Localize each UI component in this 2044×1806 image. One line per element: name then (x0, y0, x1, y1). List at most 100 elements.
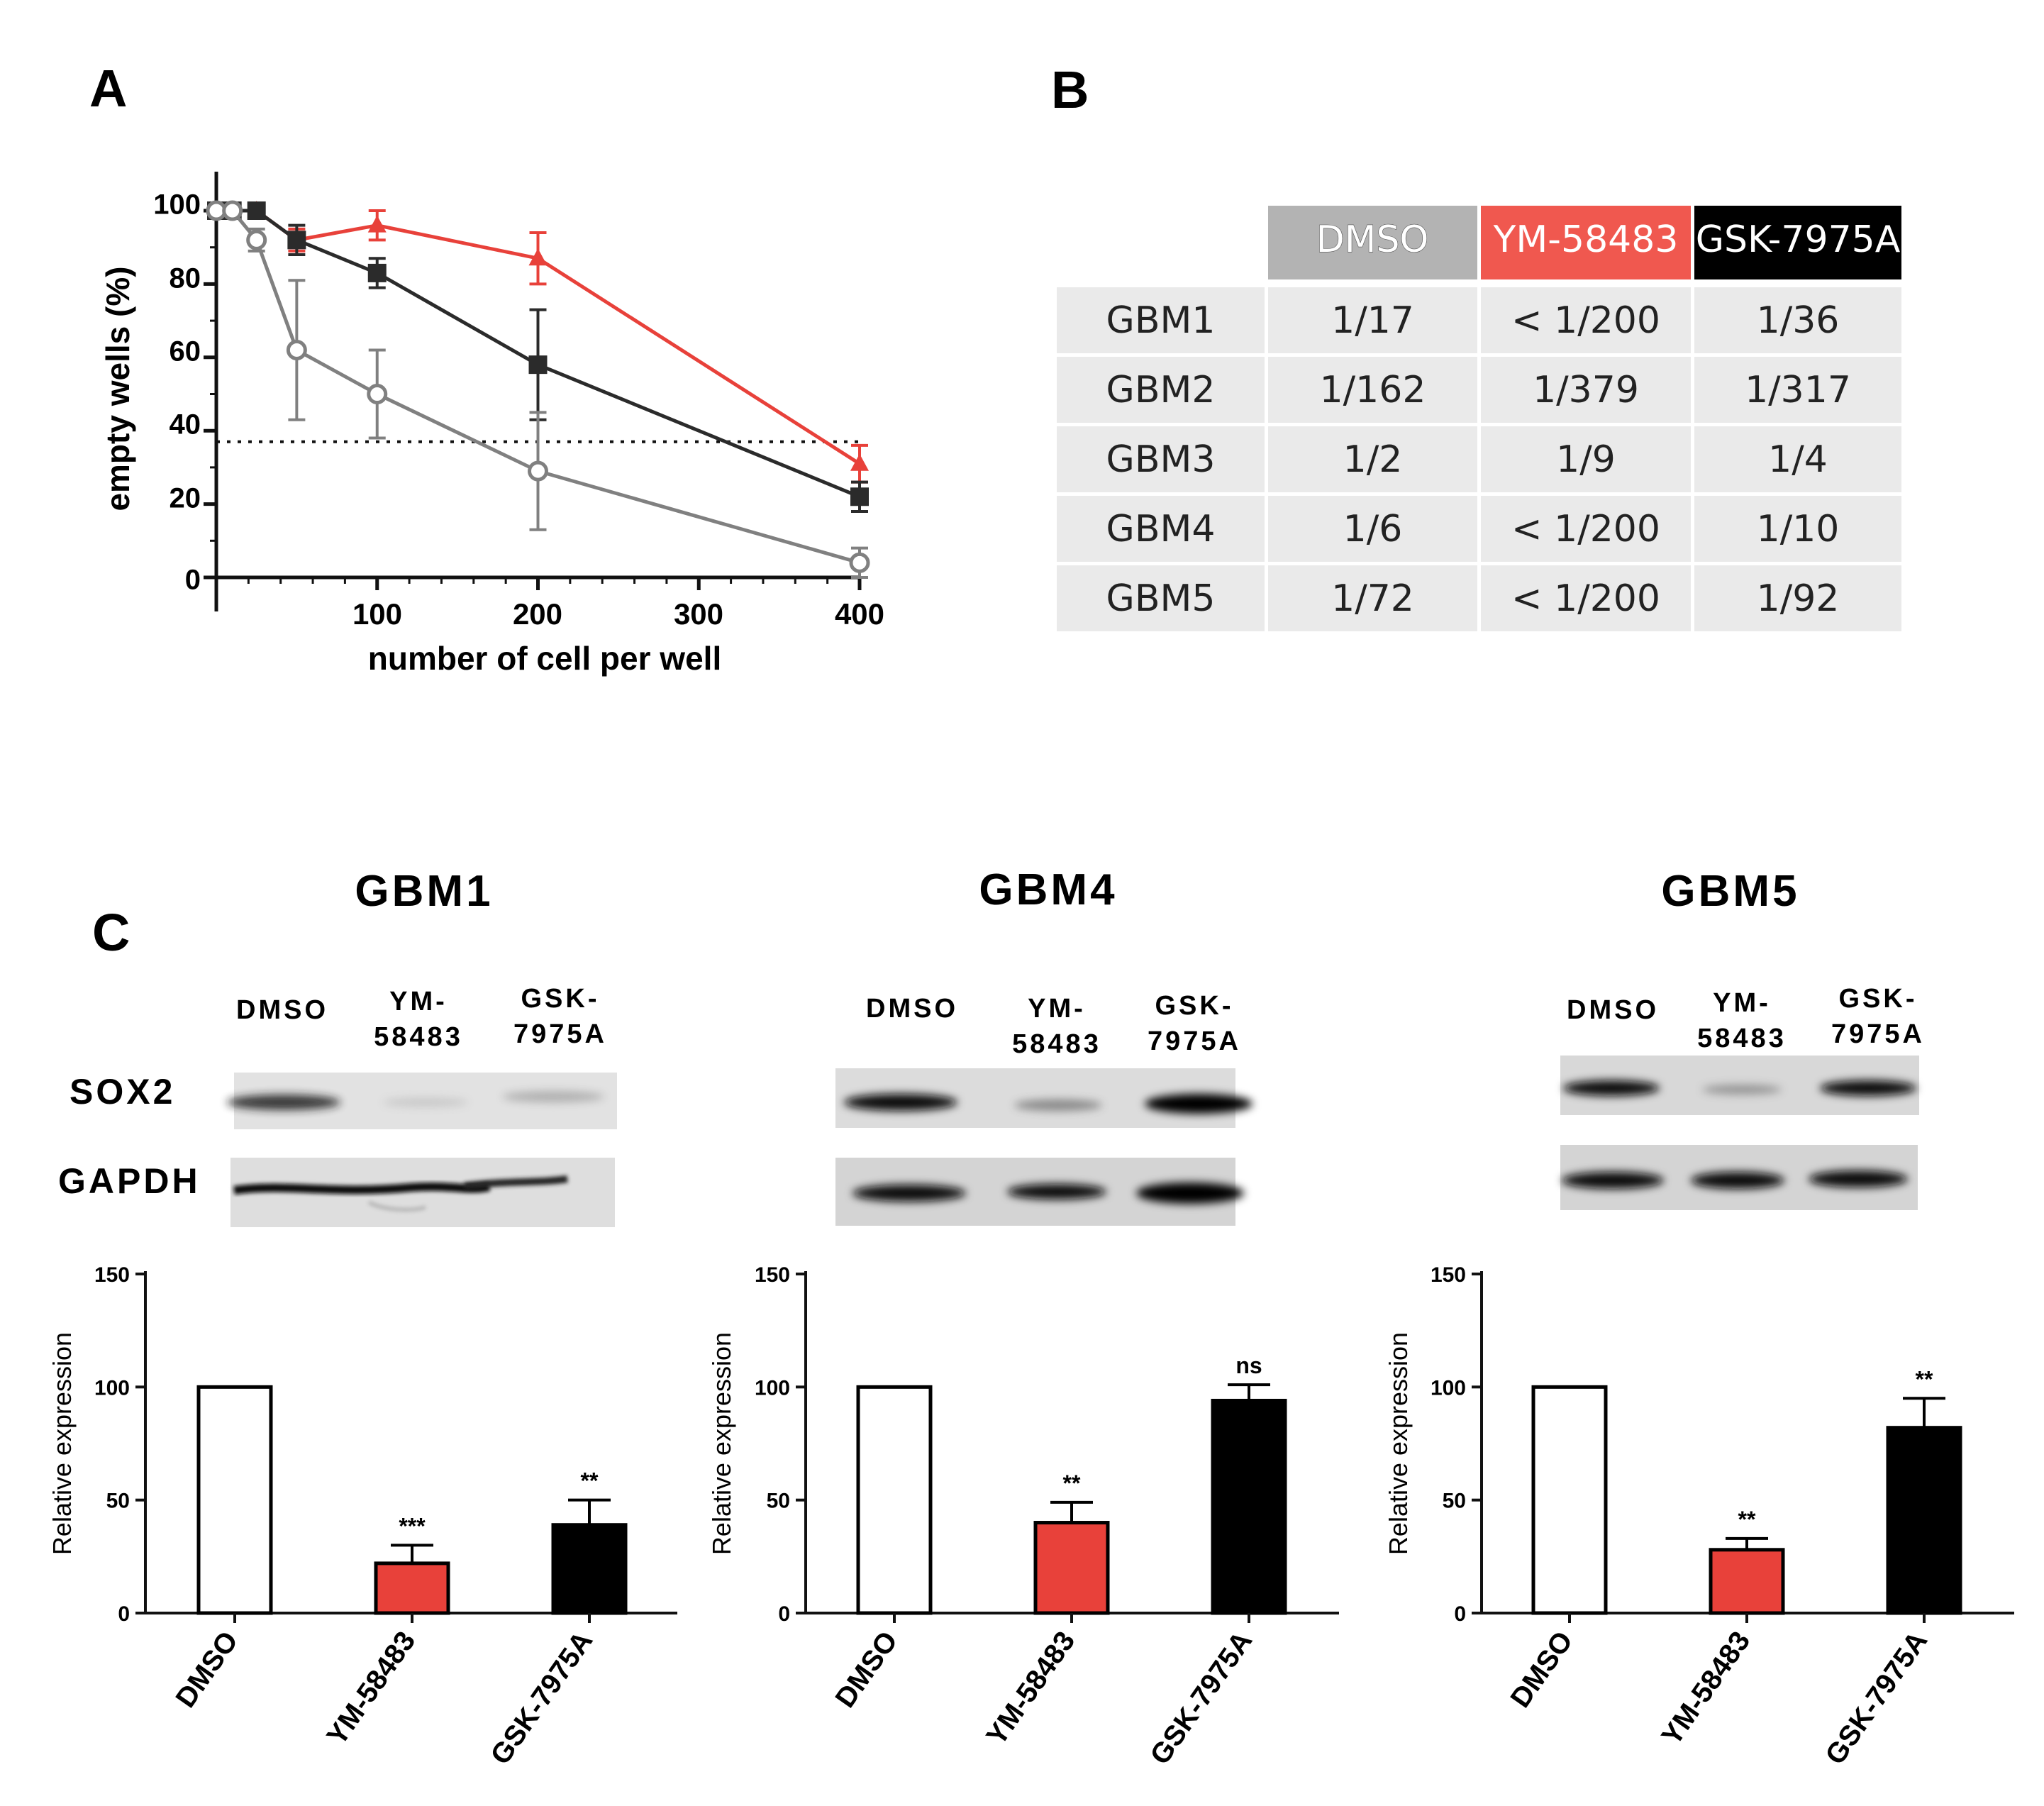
table-header-label: YM-58483 (1493, 218, 1679, 261)
panel-a-y-tick: 100 (153, 189, 201, 221)
table-cell-value: 1/92 (1757, 577, 1840, 620)
panel-a-chart: 0 20 40 60 80 100 100 200 300 400 number… (99, 172, 884, 677)
table-cell (1481, 287, 1691, 353)
table-cell (1057, 496, 1265, 562)
table-cell (1481, 357, 1691, 423)
blot-gbm1-gapdh (230, 1158, 615, 1227)
lane-label: 58483 (374, 1022, 463, 1052)
group-title-gbm5: GBM5 (1661, 867, 1799, 916)
y-tick-label: 100 (755, 1376, 790, 1400)
significance-label: ** (581, 1468, 599, 1494)
panel-label-c: C (92, 903, 130, 962)
bar-chart-gbm4: 0 50 100 150 Relative expression DMSO ** YM-584… (707, 1263, 1339, 1771)
table-cell-value: 1/162 (1320, 369, 1426, 411)
category-label: GSK-7975A (484, 1626, 599, 1771)
data-point (849, 552, 870, 573)
data-point (222, 200, 243, 221)
table-row-label: GBM4 (1106, 508, 1216, 550)
blot-gbm5-sox2 (1560, 1056, 1919, 1115)
lane-label: 58483 (1697, 1024, 1787, 1053)
data-point (246, 229, 267, 250)
table-cell-value: < 1/200 (1511, 577, 1660, 620)
bar-chart-gbm1: 0 50 100 150 Relative expression DMSO *** YM-58… (48, 1263, 677, 1771)
data-point (367, 215, 387, 233)
blot-label-gapdh: GAPDH (58, 1161, 201, 1201)
table-cell (1268, 565, 1477, 631)
bar (1211, 1398, 1287, 1615)
category-label: YM-58483 (980, 1626, 1081, 1751)
category-label: DMSO (830, 1626, 904, 1714)
lane-label: GSK- (521, 984, 600, 1014)
panel-a-x-label: number of cell per well (368, 640, 721, 677)
table-cell (1481, 496, 1691, 562)
table-cell-value: 1/36 (1757, 299, 1840, 342)
table-cell (1694, 357, 1901, 423)
lane-label: GSK- (1839, 984, 1918, 1014)
y-tick-label: 150 (1431, 1263, 1466, 1287)
blot-label-sox2: SOX2 (70, 1072, 175, 1112)
table-cell-value: < 1/200 (1511, 299, 1660, 342)
y-axis-label: Relative expression (48, 1332, 77, 1555)
panel-a-y-tick: 60 (170, 336, 201, 367)
panel-a-y-tick: 40 (170, 409, 201, 441)
table-cell-value: 1/6 (1343, 508, 1403, 550)
lane-label: DMSO (866, 994, 958, 1024)
significance-label: ns (1235, 1353, 1262, 1378)
category-label: YM-58483 (321, 1626, 421, 1751)
table-header-dmso (1268, 206, 1477, 279)
table-cell (1268, 426, 1477, 492)
y-tick-label: 100 (94, 1376, 130, 1400)
panel-a-x-tick: 200 (513, 597, 562, 631)
table-header-label: GSK-7975A (1696, 218, 1901, 261)
table-cell (1694, 496, 1901, 562)
table-header-label: DMSO (1316, 218, 1429, 261)
data-point (528, 355, 548, 375)
lane-label: YM- (389, 987, 448, 1016)
y-axis-label: Relative expression (1384, 1332, 1413, 1555)
panel-label-b: B (1051, 60, 1089, 119)
significance-label: ** (1916, 1366, 1933, 1392)
table-cell-value: 1/17 (1331, 299, 1414, 342)
data-point (528, 460, 548, 482)
bar (1531, 1385, 1608, 1615)
category-label: GSK-7975A (1819, 1626, 1933, 1771)
data-point (286, 339, 307, 360)
table-cell-value: 1/317 (1745, 369, 1851, 411)
y-tick-label: 0 (778, 1602, 790, 1626)
bar-chart-gbm5: 0 50 100 150 Relative expression DMSO ** YM-584… (1384, 1263, 2014, 1771)
lane-label: 7975A (513, 1019, 607, 1049)
lane-label: 7975A (1831, 1019, 1925, 1049)
y-tick-label: 150 (94, 1263, 130, 1287)
panel-a-y-tick: 0 (185, 565, 201, 596)
data-point (850, 487, 869, 506)
lane-label: GSK- (1155, 991, 1234, 1021)
bar (551, 1523, 628, 1615)
table-cell-value: 1/72 (1331, 577, 1414, 620)
table-cell (1481, 565, 1691, 631)
table-cell-value: 1/2 (1343, 438, 1403, 481)
table-header-gsk (1694, 206, 1901, 279)
lane-label: DMSO (236, 995, 328, 1025)
table-cell-value: 1/10 (1757, 508, 1840, 550)
y-tick-label: 150 (755, 1263, 790, 1287)
category-label: YM-58483 (1655, 1626, 1756, 1751)
panel-a-x-tick: 400 (835, 597, 884, 631)
lane-label: 7975A (1148, 1026, 1241, 1056)
y-axis-label: Relative expression (707, 1332, 736, 1555)
table-header-ym (1481, 206, 1691, 279)
y-tick-label: 0 (118, 1602, 130, 1626)
panel-a-x-tick: 300 (674, 597, 723, 631)
table-cell-value: 1/9 (1556, 438, 1616, 481)
table-row-label: GBM3 (1106, 438, 1216, 481)
group-title-gbm1: GBM1 (355, 867, 493, 916)
table-row-label: GBM1 (1106, 299, 1216, 342)
bar (1709, 1548, 1785, 1615)
table-cell-value: 1/379 (1533, 369, 1639, 411)
y-tick-label: 50 (1443, 1490, 1466, 1513)
lane-labels-gbm5: DMSO YM- 58483 GSK- 7975A (1567, 984, 1925, 1053)
significance-label: *** (399, 1513, 426, 1539)
category-label: GSK-7975A (1144, 1626, 1258, 1771)
table-cell-value: < 1/200 (1511, 508, 1660, 550)
table-cell (1268, 357, 1477, 423)
table-cell (1057, 357, 1265, 423)
